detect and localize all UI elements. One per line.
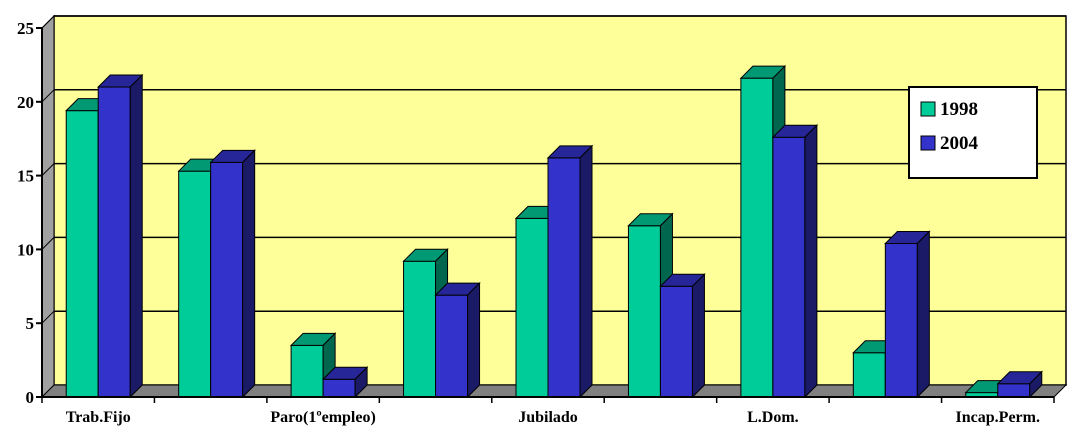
bar-front [435, 294, 469, 398]
bar-front [322, 378, 356, 398]
bar-side [1029, 370, 1043, 399]
bar-front [772, 136, 806, 398]
bar-front [627, 225, 661, 398]
y-tick-label: 5 [26, 314, 35, 333]
gridline-side [41, 237, 55, 250]
gridline-side [41, 15, 55, 29]
bar-front [547, 157, 581, 398]
y-tick-label: 10 [17, 240, 34, 259]
bar-2004-7 [884, 230, 931, 399]
legend-item-2004: 2004 [920, 133, 979, 154]
bar-front [210, 161, 244, 398]
bar-side [129, 73, 143, 399]
bar-2004-2 [321, 366, 369, 399]
bar-side [579, 144, 593, 399]
bar-2004-0 [97, 73, 144, 399]
bar-front [740, 77, 774, 398]
bar-2004-3 [434, 281, 481, 399]
x-tick-label: L.Dom. [747, 409, 799, 426]
bar-side [691, 273, 705, 399]
bar-front [178, 170, 212, 398]
bar-side [354, 366, 368, 399]
legend-swatch [920, 101, 936, 117]
bar-front [290, 344, 324, 398]
bar-side [804, 124, 818, 399]
axes [36, 27, 1055, 403]
y-tick-labels: 0 5 10 15 20 25 [17, 19, 34, 407]
bar-front [659, 285, 693, 398]
bar-front [97, 86, 131, 398]
bar-2004-1 [209, 149, 256, 399]
legend-item-1998: 1998 [920, 99, 978, 120]
bar-2004-4 [546, 144, 594, 399]
gridline-side [41, 310, 55, 324]
legend: 1998 2004 [908, 86, 1038, 179]
gridline-side [41, 89, 55, 103]
bar-front [852, 352, 886, 398]
bar-side [242, 149, 256, 399]
y-tick-label: 15 [17, 167, 34, 186]
bar-front [884, 242, 918, 398]
x-tick-label: Incap.Perm. [956, 409, 1040, 426]
bar-2004-6 [771, 124, 819, 399]
left-wall [41, 14, 55, 399]
bar-front [403, 260, 437, 398]
bar-front [65, 110, 99, 398]
bar-2004-5 [659, 273, 706, 399]
x-tick-label: Paro(1ºempleo) [270, 409, 375, 426]
y-tick-label: 25 [17, 19, 34, 38]
legend-label: 2004 [940, 133, 979, 154]
bar-side [467, 281, 481, 399]
x-tick-label: Jubilado [518, 409, 578, 426]
bar-side [916, 230, 930, 399]
x-tick-labels: Trab.Fijo Paro(1ºempleo) Jubilado L.Dom. Inc… [66, 409, 1040, 426]
bar-front [515, 217, 549, 398]
y-tick-label: 0 [26, 388, 35, 407]
x-tick-label: Trab.Fijo [66, 409, 131, 426]
gridline-side [41, 163, 55, 176]
bar-front [997, 383, 1031, 398]
legend-swatch [920, 135, 936, 151]
bar-2004-8 [996, 370, 1043, 399]
y-tick-label: 20 [17, 93, 34, 112]
bar-1998-2 [289, 332, 337, 399]
legend-label: 1998 [940, 99, 978, 120]
